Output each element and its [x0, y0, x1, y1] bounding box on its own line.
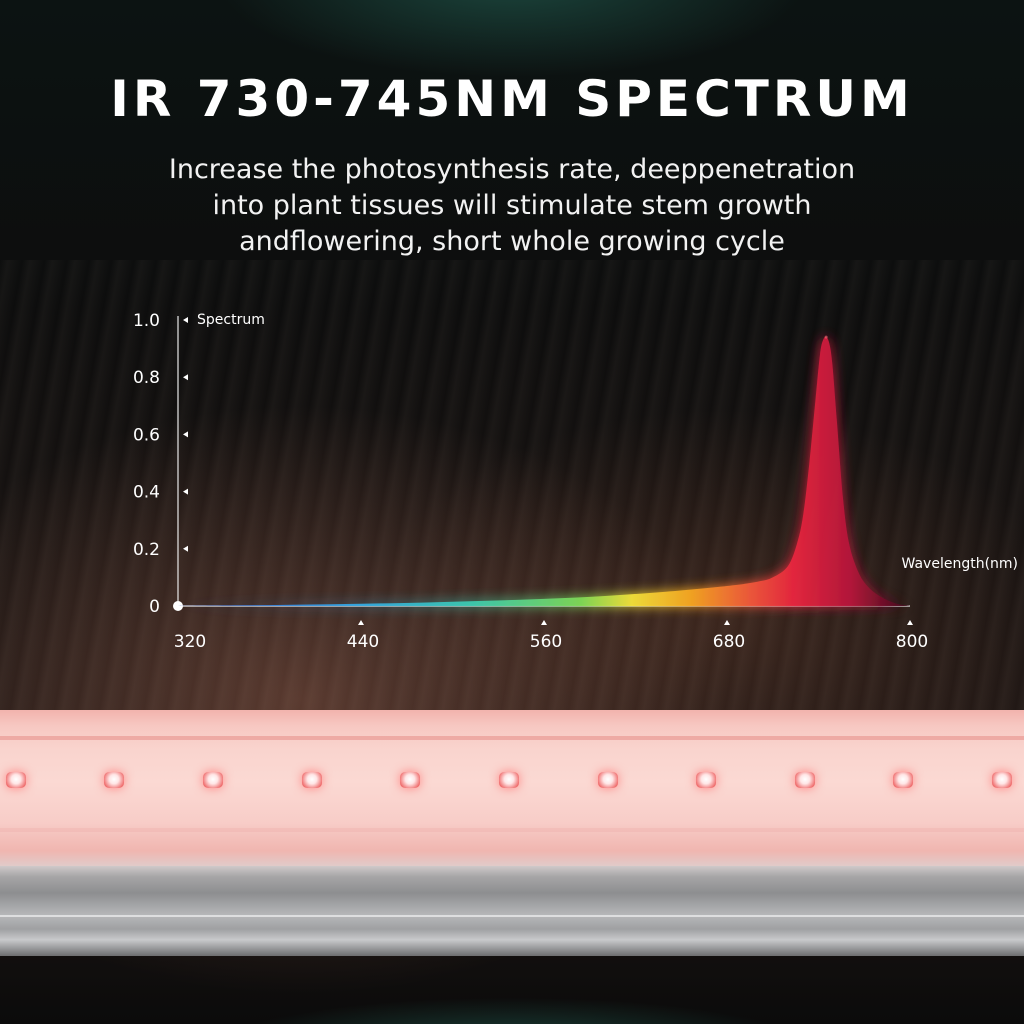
led-diode — [302, 772, 322, 788]
led-diode — [203, 772, 223, 788]
subtitle: Increase the photosynthesis rate, deeppe… — [82, 152, 942, 260]
led-diode — [104, 772, 124, 788]
y-tick-mark — [183, 317, 188, 323]
x-tick-label: 560 — [530, 632, 562, 652]
y-tick-label: 0.6 — [133, 425, 160, 445]
y-tick-label: 0.8 — [133, 368, 160, 388]
led-diode — [992, 772, 1012, 788]
y-tick-label: 0 — [149, 597, 160, 617]
bar-ridge — [0, 828, 1024, 832]
led-diode — [400, 772, 420, 788]
led-diode — [6, 772, 26, 788]
y-tick-label: 1.0 — [133, 311, 160, 331]
peak-point — [824, 335, 828, 339]
led-diode — [893, 772, 913, 788]
subtitle-line: Increase the photosynthesis rate, deeppe… — [168, 154, 856, 185]
x-tick-mark — [724, 620, 730, 625]
x-tick-label: 320 — [174, 632, 206, 652]
led-diode — [795, 772, 815, 788]
x-tick-mark — [907, 620, 913, 625]
y-tick-label: 0.2 — [133, 540, 160, 560]
y-tick-mark — [183, 374, 188, 381]
led-diode — [696, 772, 716, 788]
y-tick-mark — [183, 545, 188, 552]
light-rays — [0, 260, 1024, 720]
bottom-glow — [0, 960, 1024, 1024]
led-grow-bar — [0, 710, 1024, 870]
page-title: IR 730-745NM SPECTRUM — [110, 70, 914, 128]
led-diode — [598, 772, 618, 788]
spectrum-area — [178, 336, 910, 606]
x-tick-mark — [541, 620, 547, 625]
subtitle-line: into plant tissues will stimulate stem g… — [212, 190, 812, 221]
x-tick-mark — [358, 620, 364, 625]
spectrum-chart: 0 0.2 0.4 0.6 0.8 1.0 320 440 560 680 800 Spectrum W… — [133, 311, 1018, 652]
led-diode — [499, 772, 519, 788]
y-tick-label: 0.4 — [133, 483, 160, 503]
x-tick-label: 800 — [896, 632, 928, 652]
aluminum-rail — [0, 866, 1024, 956]
y-axis-label: Spectrum — [197, 312, 265, 328]
rail-edge — [0, 915, 1024, 917]
x-axis-label: Wavelength(nm) — [902, 556, 1018, 572]
y-tick-mark — [183, 431, 188, 438]
x-tick-label: 680 — [713, 632, 745, 652]
x-tick-label: 440 — [347, 632, 379, 652]
y-tick-mark — [183, 488, 188, 495]
subtitle-line: andflowering, short whole growing cycle — [239, 226, 785, 257]
bar-ridge — [0, 736, 1024, 740]
